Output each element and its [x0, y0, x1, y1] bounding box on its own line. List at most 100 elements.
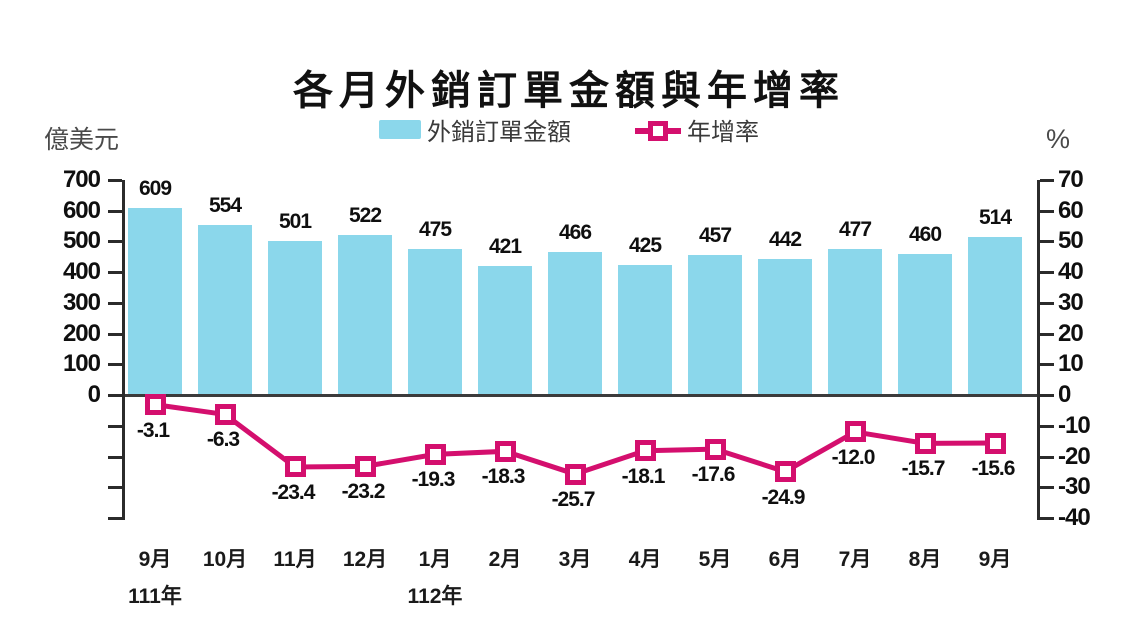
left-axis-tick	[108, 455, 122, 459]
left-axis-tick	[108, 332, 122, 336]
line-value-label: -6.3	[206, 428, 240, 452]
bar	[478, 265, 532, 396]
bar-value-label: 475	[418, 218, 452, 242]
line-point-marker	[214, 403, 236, 425]
left-axis-line	[122, 180, 125, 520]
bar-value-label: 425	[628, 233, 662, 257]
bar-value-label: 522	[348, 203, 382, 227]
bar	[968, 237, 1022, 396]
right-axis-tick-label: 0	[1058, 381, 1071, 409]
bar-value-label: 477	[838, 217, 872, 241]
right-axis-tick-label: 70	[1058, 166, 1084, 193]
bar-swatch-icon	[379, 120, 421, 139]
right-axis-tick-label: -10	[1058, 411, 1091, 439]
line-value-label: -15.6	[971, 457, 1016, 481]
line-square-marker-icon	[648, 120, 668, 141]
legend-item-bar-series: 外銷訂單金額	[379, 112, 571, 147]
line-value-label: -15.7	[901, 457, 946, 481]
x-axis-month-label: 4月	[628, 548, 662, 571]
bar-value-label: 514	[978, 206, 1012, 230]
right-axis-tick	[1040, 517, 1054, 520]
bar	[688, 254, 742, 396]
right-axis-tick-label: 20	[1058, 319, 1084, 347]
bar	[268, 241, 322, 396]
line-value-label: -23.2	[341, 480, 386, 504]
line-value-label: -3.1	[136, 418, 170, 442]
bar	[408, 249, 462, 396]
right-axis-tick	[1040, 455, 1054, 459]
right-axis-tick-label: 40	[1058, 258, 1084, 286]
left-axis-tick	[108, 486, 122, 490]
x-axis-month-label: 9月	[978, 548, 1012, 571]
right-axis-unit: %	[1046, 124, 1071, 154]
line-point-marker	[144, 394, 166, 416]
line-point-marker	[354, 455, 376, 477]
right-axis-tick	[1040, 301, 1054, 305]
line-value-label: -12.0	[831, 445, 876, 469]
left-axis-tick-label: 100	[62, 350, 101, 378]
right-axis-tick	[1040, 394, 1054, 398]
bar-value-label: 421	[488, 234, 522, 258]
x-axis-month-label: 8月	[908, 548, 942, 571]
line-point-marker	[774, 461, 796, 483]
bar	[198, 224, 252, 396]
zero-baseline	[125, 394, 1037, 398]
bar	[128, 207, 182, 396]
legend-line-label: 年增率	[687, 119, 759, 146]
right-axis-line	[1037, 180, 1040, 520]
x-axis-year-label: 111年	[128, 585, 182, 608]
x-axis-year-label: 112年	[407, 585, 463, 608]
right-axis-tick-label: 60	[1058, 196, 1084, 224]
x-axis-month-label: 5月	[698, 548, 732, 571]
line-point-marker	[704, 438, 726, 460]
right-axis-tick	[1040, 486, 1054, 490]
bar-value-label: 442	[768, 228, 802, 252]
line-value-label: -19.3	[411, 468, 456, 492]
line-point-marker	[634, 440, 656, 462]
right-axis-tick-label: 50	[1058, 227, 1084, 255]
left-axis-tick	[108, 363, 122, 367]
legend: 外銷訂單金額 年增率	[0, 112, 1138, 147]
right-axis-tick	[1040, 240, 1054, 244]
bar-value-label: 501	[278, 210, 312, 234]
right-axis-tick	[1040, 363, 1054, 367]
bar	[338, 234, 392, 396]
x-axis-month-label: 2月	[488, 548, 522, 571]
line-point-marker	[984, 432, 1006, 454]
line-value-label: -18.3	[481, 465, 526, 489]
left-axis-tick-label: 0	[87, 381, 101, 409]
left-axis-tick-label: 700	[62, 166, 101, 193]
left-axis-tick-label: 200	[62, 319, 101, 347]
left-axis-tick	[108, 240, 122, 244]
line-value-label: -24.9	[761, 485, 806, 509]
line-value-label: -17.6	[691, 463, 736, 487]
x-axis-month-label: 3月	[558, 548, 592, 571]
legend-item-line-series: 年增率	[635, 112, 759, 147]
left-axis-tick-label: 400	[62, 258, 101, 286]
line-value-label: -25.7	[551, 488, 596, 512]
right-axis-tick-label: 10	[1058, 350, 1084, 378]
line-point-marker	[564, 463, 586, 485]
left-axis-tick	[108, 209, 122, 213]
bar	[548, 251, 602, 396]
x-axis-month-label: 6月	[768, 548, 802, 571]
right-axis-tick	[1040, 271, 1054, 275]
right-axis-tick-label: 30	[1058, 288, 1084, 316]
right-axis-tick	[1040, 424, 1054, 428]
bar-value-label: 554	[208, 193, 242, 217]
bar-value-label: 460	[908, 222, 942, 246]
left-axis-unit: 億美元	[44, 126, 120, 154]
right-axis-tick-label: -30	[1058, 473, 1091, 501]
left-axis-tick-label: 300	[62, 288, 101, 316]
left-axis-tick-label: 600	[62, 196, 101, 224]
line-point-marker	[424, 443, 446, 465]
x-axis-month-label: 9月	[138, 548, 172, 571]
x-axis-month-label: 12月	[342, 548, 388, 571]
x-axis-month-label: 10月	[202, 548, 248, 571]
right-axis-tick	[1040, 332, 1054, 336]
bar-value-label: 609	[138, 176, 172, 200]
line-point-marker	[284, 456, 306, 478]
legend-bar-label: 外銷訂單金額	[427, 119, 571, 146]
line-point-marker	[844, 421, 866, 443]
